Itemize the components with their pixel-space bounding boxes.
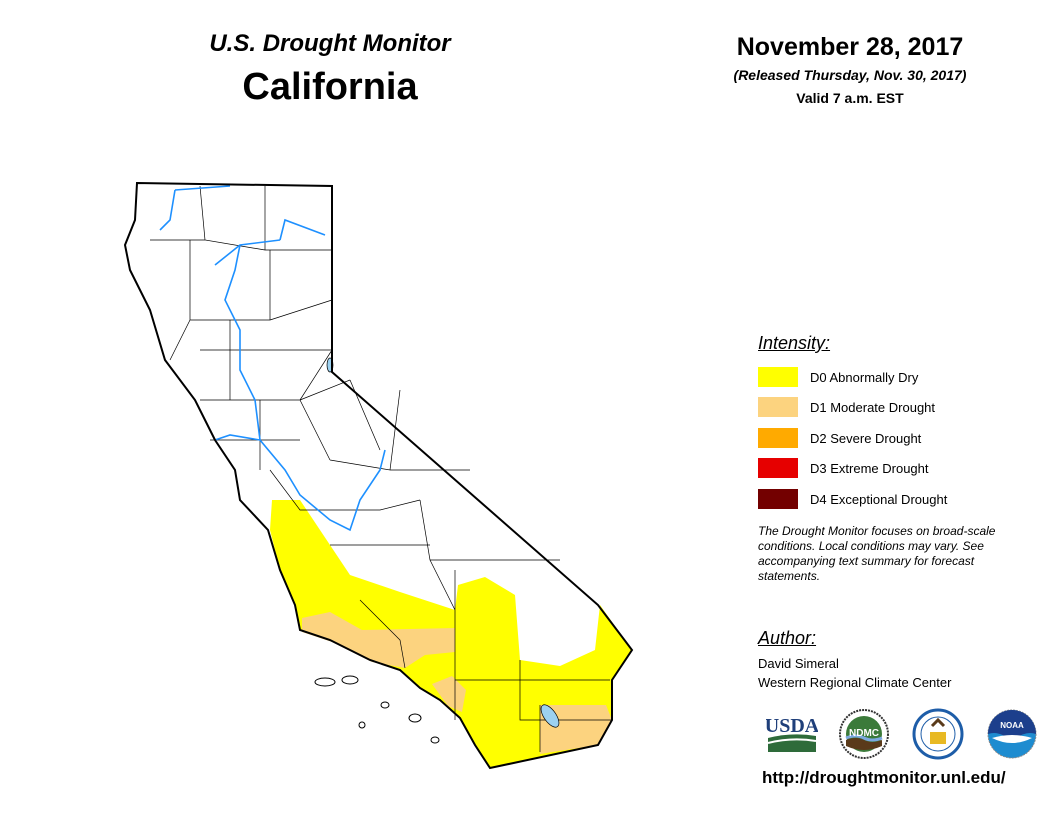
release-date: (Released Thursday, Nov. 30, 2017) xyxy=(733,67,967,83)
author-org: Western Regional Climate Center xyxy=(758,675,952,690)
channel-islands xyxy=(314,675,440,744)
author-title: Author: xyxy=(758,628,817,648)
d1-moderate-drought-san-diego xyxy=(540,705,612,754)
county-lines xyxy=(150,185,612,752)
rivers xyxy=(159,185,386,532)
commerce-seal-logo xyxy=(912,708,964,760)
salton-sea xyxy=(540,704,560,728)
legend-item-d0: D0 Abnormally Dry xyxy=(758,366,918,388)
legend-swatch xyxy=(758,367,798,387)
legend-label: D1 Moderate Drought xyxy=(810,399,936,415)
legend-title: Intensity: xyxy=(758,333,831,353)
ndmc-logo: NDMC xyxy=(839,709,889,759)
legend-label: D0 Abnormally Dry xyxy=(810,369,919,385)
legend-swatch xyxy=(758,489,798,509)
svg-text:NOAA: NOAA xyxy=(1000,721,1024,730)
noaa-logo: NOAA xyxy=(987,709,1037,759)
legend-item-d3: D3 Extreme Drought xyxy=(758,457,929,479)
state-outline xyxy=(123,181,634,770)
d1-moderate-drought-central-coast xyxy=(302,612,455,668)
map-title: U.S. Drought Monitor xyxy=(209,30,451,57)
legend-label: D4 Exceptional Drought xyxy=(810,491,948,507)
valid-time: Valid 7 a.m. EST xyxy=(796,90,904,106)
legend-label: D2 Severe Drought xyxy=(810,430,922,446)
legend-item-d1: D1 Moderate Drought xyxy=(758,396,935,418)
svg-text:NDMC: NDMC xyxy=(849,728,879,739)
website-link[interactable]: http://droughtmonitor.unl.edu/ xyxy=(762,768,1006,787)
legend-item-d2: D2 Severe Drought xyxy=(758,427,921,449)
disclaimer-note: The Drought Monitor focuses on broad-sca… xyxy=(758,524,996,583)
legend-swatch xyxy=(758,428,798,448)
usda-logo: USDA xyxy=(766,715,818,752)
legend-item-d4: D4 Exceptional Drought xyxy=(758,488,947,510)
legend-label: D3 Extreme Drought xyxy=(810,460,929,476)
map-date: November 28, 2017 xyxy=(736,33,964,61)
author-name: David Simeral xyxy=(758,656,839,671)
region-title: California xyxy=(242,66,418,108)
svg-text:USDA: USDA xyxy=(766,715,818,737)
legend-swatch xyxy=(758,397,798,417)
legend-swatch xyxy=(758,458,798,478)
d1-moderate-drought-la xyxy=(432,676,466,712)
